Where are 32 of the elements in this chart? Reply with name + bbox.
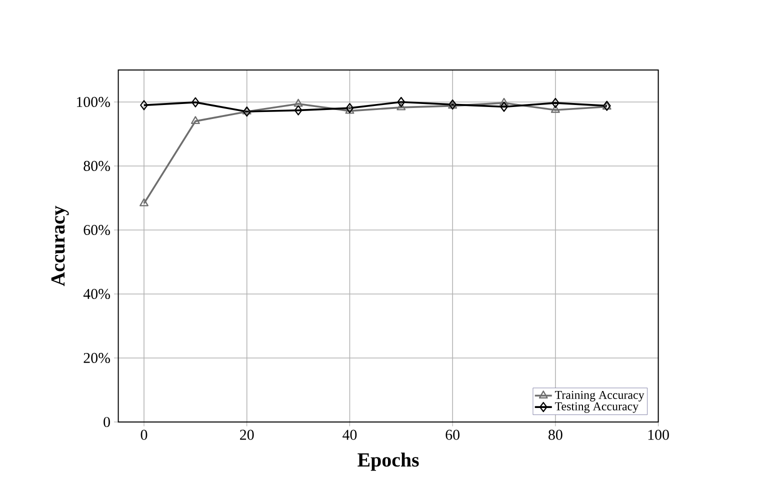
point: [397, 96, 406, 108]
point: [140, 100, 148, 110]
y-tick-label: 20%: [84, 352, 110, 364]
x-axis-title: Epochs: [358, 452, 419, 471]
point: [242, 106, 251, 117]
y-axis-title: Accuracy: [51, 206, 69, 286]
y-tick-label: 60%: [84, 224, 110, 236]
point: [551, 98, 560, 108]
x-tick-label: 0: [140, 430, 148, 440]
point: [396, 102, 406, 110]
point: [345, 106, 354, 114]
point: [140, 198, 148, 206]
point: [191, 97, 200, 108]
x-tick-label: 80: [548, 430, 562, 440]
x-tick-label: 40: [342, 430, 357, 440]
x-tick-label: 100: [648, 430, 669, 440]
x-tick-label: 20: [240, 430, 254, 440]
x-tick-label: 60: [446, 430, 460, 440]
point: [550, 104, 560, 113]
point: [346, 102, 354, 114]
point: [242, 106, 252, 114]
point: [294, 105, 302, 116]
legend-label: Training Accuracy: [554, 390, 644, 402]
point: [190, 116, 200, 124]
y-tick-label: 80%: [84, 160, 110, 172]
legend-label: Testing Accuracy: [554, 402, 639, 413]
y-tick-label: 40%: [83, 288, 110, 300]
y-tick-label: 0: [104, 416, 110, 428]
point: [294, 98, 303, 107]
y-tick-label: 100%: [76, 96, 110, 108]
point: [500, 98, 508, 106]
point: [500, 102, 508, 112]
